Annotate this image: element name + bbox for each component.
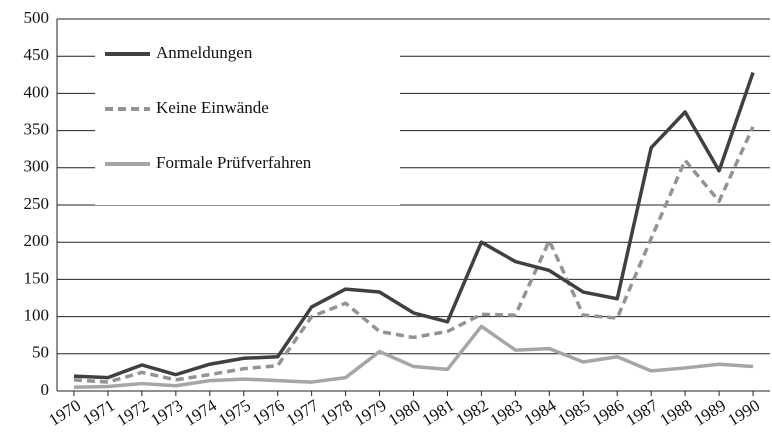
x-tick-label: 1970 [45, 396, 84, 430]
legend-label: Anmeldungen [156, 43, 253, 62]
legend-label: Keine Einwände [156, 98, 269, 117]
y-tick-label: 250 [24, 194, 50, 213]
x-tick-label: 1990 [724, 396, 763, 430]
x-tick-label: 1973 [147, 396, 186, 430]
x-tick-label: 1985 [555, 396, 594, 430]
x-tick-label: 1983 [487, 396, 526, 430]
y-tick-label: 500 [24, 8, 50, 27]
x-tick-label: 1979 [351, 396, 390, 430]
x-tick-label: 1978 [317, 396, 356, 430]
series-line [73, 324, 754, 390]
x-tick-label: 1989 [690, 396, 729, 430]
x-tick-label: 1971 [79, 396, 118, 430]
y-tick-label: 50 [32, 343, 49, 362]
x-tick-label: 1982 [453, 396, 492, 430]
y-tick-label: 200 [24, 231, 50, 250]
x-tick-label: 1980 [385, 396, 424, 430]
x-tick-label: 1976 [249, 396, 288, 430]
x-tick-label: 1987 [622, 395, 661, 429]
y-tick-label: 100 [24, 306, 50, 325]
x-tick-label: 1975 [215, 396, 254, 430]
y-tick-label: 0 [41, 380, 50, 399]
series-line [73, 71, 755, 380]
x-tick-label: 1981 [419, 396, 458, 430]
y-tick-label: 150 [24, 268, 50, 287]
x-tick-label: 1988 [656, 396, 695, 430]
legend-label: Formale Prüfverfahren [156, 153, 312, 172]
y-tick-label: 350 [24, 120, 50, 139]
x-tick-label: 1977 [283, 395, 322, 429]
y-tick-label: 450 [24, 45, 50, 64]
legend-box [95, 30, 400, 205]
x-tick-label: 1984 [521, 395, 560, 429]
y-tick-label: 300 [24, 157, 50, 176]
x-tick-label: 1972 [113, 396, 152, 430]
y-tick-label: 400 [24, 82, 50, 101]
series-line [73, 126, 755, 384]
x-tick-label: 1974 [181, 395, 220, 429]
x-tick-label: 1986 [589, 396, 628, 430]
